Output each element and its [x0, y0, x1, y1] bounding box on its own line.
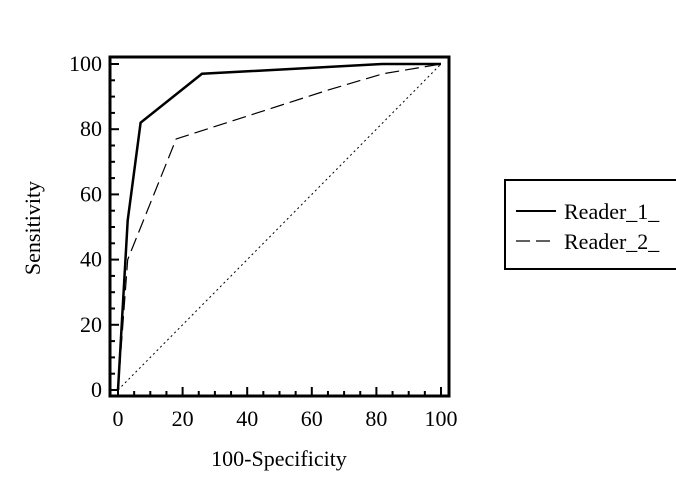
y-tick-label: 20: [80, 312, 102, 337]
y-tick-label: 40: [80, 247, 102, 272]
x-tick-label: 80: [365, 406, 387, 431]
reference-line: [117, 63, 442, 391]
x-tick-label: 0: [113, 406, 124, 431]
legend-label-reader-2: Reader_2_: [564, 229, 660, 254]
y-tick-label: 0: [91, 377, 102, 402]
y-tick-label: 60: [80, 181, 102, 206]
legend: Reader_1_ Reader_2_: [504, 179, 676, 270]
x-tick-label: 40: [236, 406, 258, 431]
legend-box: [504, 179, 676, 270]
x-tick-label: 100: [425, 406, 458, 431]
x-tick-label: 60: [301, 406, 323, 431]
x-tick-label: 20: [172, 406, 194, 431]
x-axis-ticks: 0 20 40 60 80 100: [113, 387, 458, 431]
y-axis-label: Sensitivity: [20, 181, 45, 275]
y-tick-label: 100: [69, 51, 102, 76]
series-line-1: [116, 62, 441, 391]
y-tick-label: 80: [80, 116, 102, 141]
x-axis-label: 100-Specificity: [211, 446, 347, 471]
reference-diagonal: [117, 63, 442, 391]
y-axis-ticks: 0 20 40 60 80 100: [69, 51, 119, 402]
series-line-2: [117, 63, 442, 391]
legend-label-reader-1: Reader_1_: [564, 199, 660, 224]
series-lines: [116, 62, 442, 391]
